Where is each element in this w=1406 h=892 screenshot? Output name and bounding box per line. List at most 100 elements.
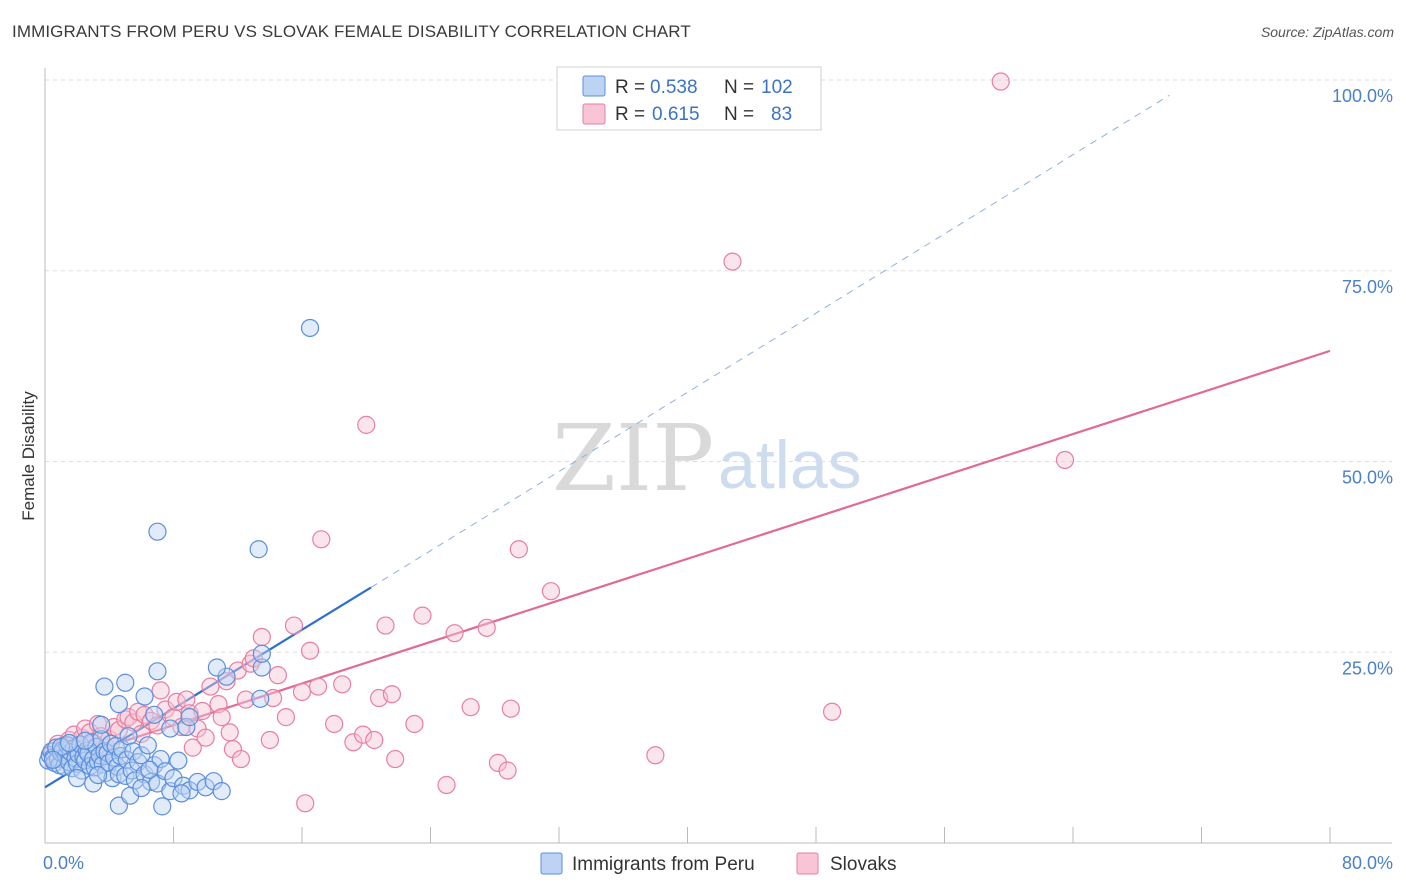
point-peru-92 <box>148 522 167 541</box>
point-slovaks-60 <box>333 675 352 694</box>
point-peru-77 <box>212 782 231 801</box>
point-peru-79 <box>109 695 128 714</box>
point-peru-89 <box>251 689 270 708</box>
y-tick-label-3: 100.0% <box>1332 86 1393 106</box>
legend-n-value-1: 102 <box>761 77 793 98</box>
chart-title: IMMIGRANTS FROM PERU VS SLOVAK FEMALE DI… <box>12 22 691 41</box>
point-slovaks-40 <box>217 672 236 691</box>
bottom-legend: Immigrants from Peru Slovaks <box>540 852 897 875</box>
point-slovaks-45 <box>236 690 255 709</box>
point-peru-69 <box>68 769 87 788</box>
point-slovaks-65 <box>376 616 395 635</box>
trend-line-slovaks <box>44 349 1331 768</box>
point-peru-87 <box>180 708 199 727</box>
legend-swatch-pink <box>582 103 606 125</box>
point-slovaks-81 <box>822 702 842 721</box>
point-slovaks-84 <box>1055 450 1075 470</box>
point-peru-91 <box>207 658 226 677</box>
point-slovaks-79 <box>646 746 665 765</box>
point-slovaks-31 <box>177 690 196 709</box>
point-peru-88 <box>217 667 236 686</box>
point-slovaks-44 <box>231 749 251 769</box>
point-peru-81 <box>95 677 114 696</box>
point-peru-63 <box>164 769 183 788</box>
point-slovaks-48 <box>252 627 271 647</box>
point-slovaks-33 <box>183 738 202 757</box>
point-peru-93 <box>249 540 268 559</box>
bottom-legend-series2: Slovaks <box>830 854 897 875</box>
trend-extension-peru <box>370 94 1170 588</box>
point-slovaks-83 <box>991 72 1010 91</box>
point-slovaks-37 <box>201 677 220 696</box>
point-peru-78 <box>92 715 111 734</box>
legend-n-label-2: N = <box>724 104 754 125</box>
point-peru-100 <box>88 765 108 785</box>
point-slovaks-63 <box>365 730 384 750</box>
point-slovaks-74 <box>488 753 508 772</box>
legend-r-label-1: R = <box>615 77 645 98</box>
point-slovaks-82 <box>357 415 376 434</box>
point-slovaks-76 <box>501 699 520 718</box>
point-slovaks-78 <box>541 582 561 601</box>
point-peru-90 <box>252 658 271 677</box>
tick-labels: 25.0% 50.0% 75.0% 100.0% 0.0% 80.0% <box>43 86 1393 873</box>
point-slovaks-70 <box>437 775 456 795</box>
point-slovaks-61 <box>344 733 363 752</box>
point-slovaks-41 <box>220 723 239 742</box>
point-slovaks-80 <box>723 252 742 271</box>
point-slovaks-36 <box>196 728 215 747</box>
point-slovaks-57 <box>308 677 328 696</box>
point-slovaks-53 <box>284 616 304 635</box>
bottom-legend-swatch-pink <box>796 852 819 875</box>
point-peru-98 <box>59 733 79 753</box>
point-slovaks-58 <box>312 530 331 549</box>
chart-source: Source: ZipAtlas.com <box>1260 24 1394 40</box>
y-tick-label-1: 50.0% <box>1342 468 1393 488</box>
bottom-legend-swatch-blue <box>540 852 563 875</box>
point-slovaks-50 <box>263 688 283 708</box>
point-peru-97 <box>43 750 63 769</box>
watermark-zip: ZIP <box>552 405 714 512</box>
point-peru-94 <box>300 318 320 338</box>
point-peru-70 <box>84 774 103 793</box>
point-slovaks-71 <box>445 624 464 643</box>
point-slovaks-66 <box>382 685 402 704</box>
legend-r-value-2: 0.615 <box>652 104 700 125</box>
point-peru-73 <box>153 797 172 816</box>
legend-n-value-2: 83 <box>771 104 792 125</box>
legend-r-value-1: 0.538 <box>650 77 698 98</box>
point-slovaks-72 <box>461 698 480 717</box>
point-peru-101 <box>140 760 159 779</box>
point-peru-54 <box>132 746 151 765</box>
point-peru-83 <box>145 705 164 724</box>
point-peru-99 <box>76 731 95 750</box>
point-peru-74 <box>132 778 151 798</box>
point-slovaks-59 <box>325 714 344 734</box>
y-axis-label: Female Disability <box>19 391 38 521</box>
point-peru-49 <box>119 727 138 746</box>
legend: R = 0.538 N = 102 R = 0.615 N = 83 <box>556 66 822 131</box>
point-slovaks-77 <box>509 540 528 559</box>
legend-r-label-2: R = <box>615 104 645 125</box>
point-peru-80 <box>116 673 135 692</box>
point-peru-56 <box>138 736 157 755</box>
point-peru-39 <box>101 734 120 753</box>
x-tick-label-1: 80.0% <box>1342 853 1393 873</box>
y-tick-label-0: 25.0% <box>1342 658 1393 678</box>
watermark-atlas: atlas <box>718 427 862 503</box>
point-peru-84 <box>148 662 167 681</box>
axes <box>44 68 1392 844</box>
point-slovaks-75 <box>498 761 517 780</box>
point-slovaks-62 <box>353 725 373 744</box>
legend-n-label-1: N = <box>724 77 754 98</box>
point-slovaks-67 <box>386 749 405 769</box>
x-tick-label-0: 0.0% <box>43 853 84 873</box>
point-peru-85 <box>161 719 180 738</box>
point-slovaks-39 <box>212 708 231 727</box>
point-slovaks-69 <box>413 606 432 625</box>
legend-swatch-blue <box>582 75 606 97</box>
point-peru-75 <box>172 784 191 803</box>
point-peru-64 <box>169 751 188 770</box>
point-slovaks-54 <box>292 682 312 702</box>
